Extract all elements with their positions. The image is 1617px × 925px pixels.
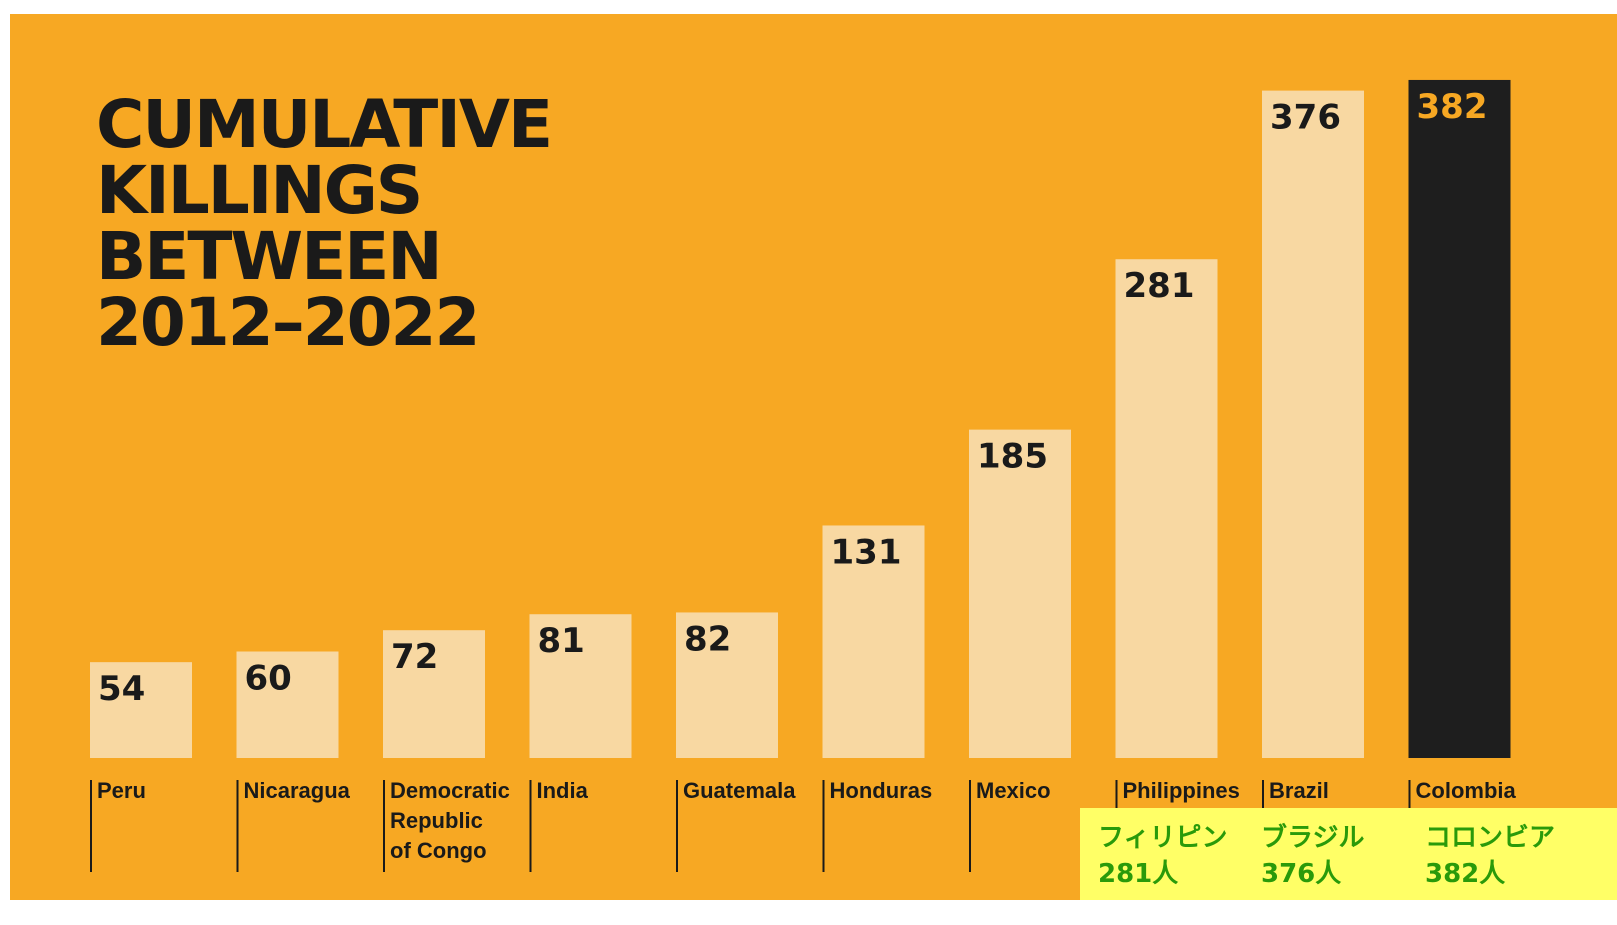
top-caption-strip [0,0,1617,14]
bar-6 [969,429,1071,758]
bar-value-label-4: 82 [684,619,731,659]
bar-value-label-6: 185 [977,437,1048,477]
category-label-0: Peru [97,778,146,803]
bar-value-label-7: 281 [1124,266,1195,306]
chart-panel: CUMULATIVE KILLINGS BETWEEN 2012–2022 54… [10,14,1617,900]
annotation-count: 281人 [1098,859,1179,889]
annotation-count: 376人 [1261,859,1342,889]
category-label-5: Honduras [830,778,933,803]
category-label-6: Mexico [976,778,1051,803]
chart-title-line-1: CUMULATIVE [96,86,553,163]
bar-2 [383,630,485,758]
category-label-9: Colombia [1416,778,1517,803]
bar-1 [236,651,339,758]
annotation-name: コロンビア [1425,823,1556,853]
chart-title: CUMULATIVE KILLINGS BETWEEN 2012–2022 [96,86,553,361]
bar-chart: 54 Peru 60 Nicaragua 72 Democratic Republic of … [90,79,1517,872]
bar-value-label-0: 54 [98,669,145,709]
bar-3 [529,614,632,758]
category-label-1: Nicaragua [244,778,351,803]
annotation-name: フィリピン [1098,823,1228,853]
bar-value-label-3: 81 [538,621,585,661]
category-label-2: Democratic Republic of Congo [390,778,510,863]
bar-value-label-5: 131 [831,532,902,572]
category-label-8: Brazil [1269,778,1329,803]
bar-value-label-9: 382 [1417,87,1488,127]
japanese-annotation-box: フィリピン 281人 ブラジル 376人 コロンビア 382人 [1080,808,1617,900]
category-label-7: Philippines [1123,778,1240,803]
bar-4 [676,612,778,758]
bar-0 [90,662,192,758]
bar-5 [822,525,925,758]
bar-9 [1408,79,1511,758]
bar-value-label-1: 60 [245,659,292,699]
bar-7 [1115,259,1218,758]
annotation-brazil: ブラジル 376人 [1261,820,1364,892]
chart-title-line-4: 2012–2022 [96,284,480,361]
bar-value-label-2: 72 [391,637,438,677]
annotation-philippines: フィリピン 281人 [1098,820,1227,892]
category-label-3: India [537,778,589,803]
chart-title-line-2: KILLINGS [96,152,423,229]
bar-value-label-8: 376 [1270,98,1341,138]
annotation-count: 382人 [1425,859,1506,889]
annotation-colombia: コロンビア 382人 [1425,820,1555,892]
annotation-name: ブラジル [1261,823,1365,853]
bar-8 [1262,90,1364,759]
chart-title-line-3: BETWEEN [96,218,443,295]
category-label-4: Guatemala [683,778,796,803]
